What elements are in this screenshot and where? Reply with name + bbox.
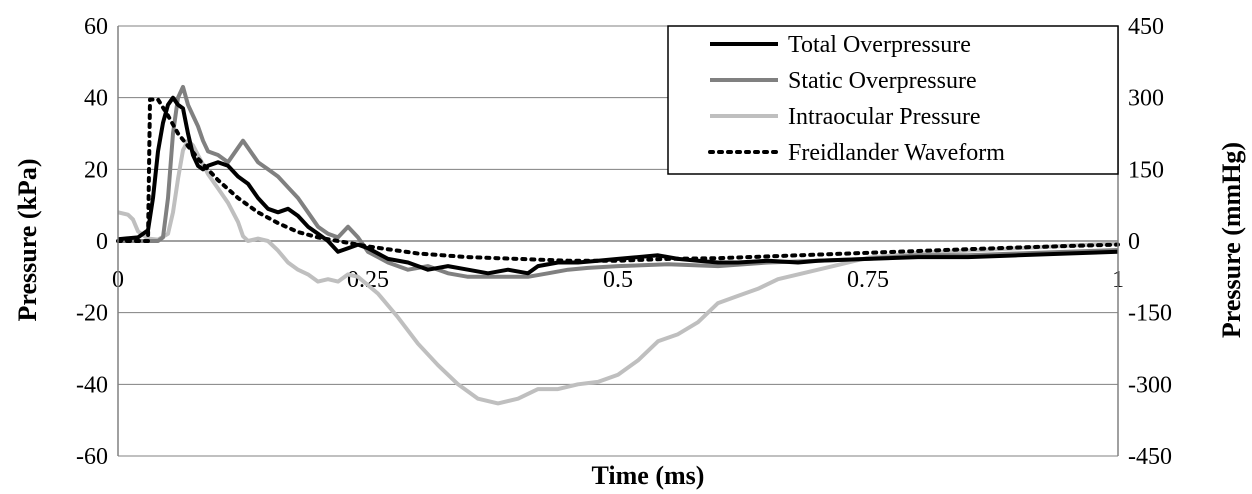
legend-label-3: Freidlander Waveform <box>788 140 1005 166</box>
y2-tick-labels: 450 300 150 0 -150 -300 -450 <box>1128 14 1172 470</box>
legend-label-1: Static Overpressure <box>788 68 977 94</box>
legend-label-0: Total Overpressure <box>788 32 971 58</box>
y-tick-label-1: 40 <box>84 86 108 112</box>
y2-tick-label-2: 150 <box>1128 157 1164 183</box>
series-line-1 <box>118 84 1119 279</box>
y-tick-label-3: 0 <box>96 229 108 255</box>
y2-tick-label-1: 300 <box>1128 86 1164 112</box>
y-tick-label-5: -40 <box>76 372 108 398</box>
y-tick-labels: 60 40 20 0 -20 -40 -60 <box>76 14 108 470</box>
x-tick-label-2: 0.5 <box>603 267 633 293</box>
y-tick-label-2: 20 <box>84 157 108 183</box>
y2-tick-label-4: -150 <box>1128 301 1172 327</box>
legend-box <box>667 25 1119 175</box>
series-line-0 <box>117 95 1119 276</box>
y-tick-label-0: 60 <box>84 14 108 40</box>
y-tick-label-4: -20 <box>76 301 108 327</box>
series-line-3 <box>116 97 1120 263</box>
y-axis-title: Pressure (kPa) <box>13 159 42 322</box>
y2-tick-label-6: -450 <box>1128 444 1172 470</box>
y2-tick-label-0: 450 <box>1128 14 1164 40</box>
x-tick-label-1: 0.25 <box>347 267 389 293</box>
x-axis-title: Time (ms) <box>592 461 705 490</box>
y2-tick-label-5: -300 <box>1128 372 1172 398</box>
legend-label-2: Intraocular Pressure <box>788 104 981 130</box>
series-line-2 <box>117 138 1119 406</box>
legend: Total Overpressure Static Overpressure Int… <box>667 25 1119 175</box>
y2-tick-label-3: 0 <box>1128 229 1140 255</box>
y2-axis-title: Pressure (mmHg) <box>1217 142 1246 338</box>
x-tick-label-3: 0.75 <box>847 267 889 293</box>
y-tick-label-6: -60 <box>76 444 108 470</box>
series-lines <box>116 84 1120 406</box>
